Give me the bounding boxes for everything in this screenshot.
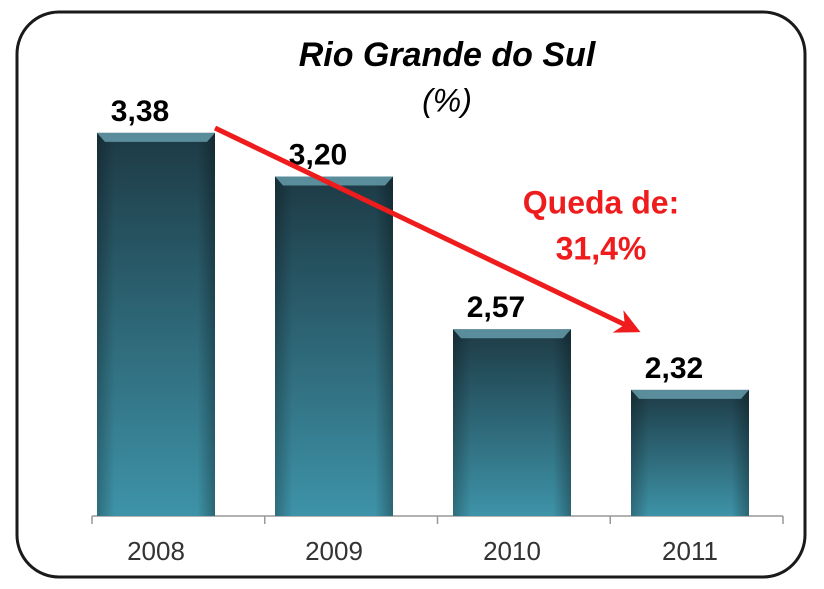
bar-shade — [631, 389, 749, 516]
bar-shade — [97, 132, 215, 516]
bar-shade — [453, 329, 571, 516]
x-tick-label: 2008 — [127, 536, 185, 566]
value-label: 2,57 — [467, 291, 525, 324]
bar-bevel — [631, 389, 749, 399]
bar-bevel — [97, 132, 215, 142]
bar-bevel — [275, 176, 393, 186]
bar-bevel — [453, 329, 571, 339]
chart-subtitle: (%) — [422, 82, 472, 118]
value-label: 3,38 — [111, 95, 169, 128]
annotation: Queda de: — [523, 184, 679, 220]
trend-arrow — [213, 125, 641, 333]
x-tick-label: 2010 — [483, 536, 541, 566]
value-label: 2,32 — [645, 352, 703, 385]
bar-shade — [275, 176, 393, 516]
chart-title: Rio Grande do Sul — [299, 36, 597, 74]
x-tick-label: 2011 — [662, 536, 718, 566]
annotation: 31,4% — [556, 230, 647, 266]
x-tick-label: 2009 — [305, 536, 363, 566]
